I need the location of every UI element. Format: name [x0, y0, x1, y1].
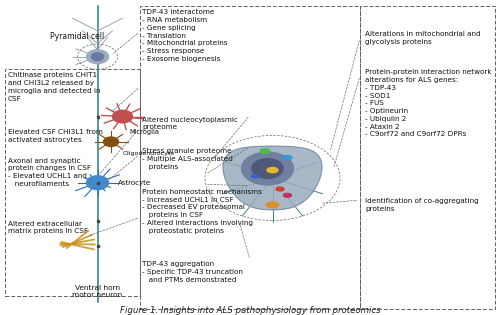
Ellipse shape	[252, 175, 258, 178]
Ellipse shape	[283, 155, 292, 160]
Text: TDP-43 interactome
- RNA metabolism
- Gene splicing
- Translation
- Mitochondria: TDP-43 interactome - RNA metabolism - Ge…	[142, 9, 228, 62]
Circle shape	[92, 53, 104, 60]
Text: Ventral horn
motor neuron: Ventral horn motor neuron	[72, 285, 122, 298]
Text: Protein homeostatic mechanisms
- Increased UCHL1 in CSF
- Decreased EV proteasom: Protein homeostatic mechanisms - Increas…	[142, 189, 262, 234]
Text: Alterations in mitochondrial and
glycolysis proteins: Alterations in mitochondrial and glycoly…	[365, 32, 480, 45]
Text: Elevated CSF CHI3L1 from
activated astrocytes: Elevated CSF CHI3L1 from activated astro…	[8, 129, 102, 143]
Text: Pyramidal cell: Pyramidal cell	[50, 32, 104, 41]
Text: Chitinase proteins CHIT1
and CHI3L2 released by
microglia and detected in
CSF: Chitinase proteins CHIT1 and CHI3L2 rele…	[8, 72, 100, 102]
Circle shape	[242, 152, 294, 185]
Text: Astrocyte: Astrocyte	[118, 180, 150, 186]
Text: Altered extracellular
matrix proteins in CSF: Altered extracellular matrix proteins in…	[8, 220, 87, 234]
Circle shape	[112, 110, 132, 123]
Text: Protein-protein interaction network
alterations for ALS genes:
- TDP-43
- SOD1
-: Protein-protein interaction network alte…	[365, 69, 492, 137]
Circle shape	[252, 159, 283, 178]
Text: TDP-43 aggregation
- Specific TDP-43 truncation
   and PTMs demonstrated: TDP-43 aggregation - Specific TDP-43 tru…	[142, 261, 244, 283]
Text: Stress granule proteome
- Multiple ALS-associated
   proteins: Stress granule proteome - Multiple ALS-a…	[142, 148, 234, 169]
Ellipse shape	[260, 149, 270, 154]
Ellipse shape	[276, 187, 284, 191]
Text: Microglia: Microglia	[129, 129, 159, 135]
Ellipse shape	[284, 193, 292, 197]
Text: Altered nucleocytoplasmic
proteome: Altered nucleocytoplasmic proteome	[142, 117, 238, 130]
Text: Oligodendrocyte: Oligodendrocyte	[122, 151, 175, 156]
Polygon shape	[223, 146, 322, 210]
Circle shape	[86, 176, 108, 190]
Ellipse shape	[267, 168, 278, 173]
Text: Identification of co-aggregating
proteins: Identification of co-aggregating protein…	[365, 198, 479, 212]
Text: Axonal and synaptic
protein changes in CSF
- Elevated UCHL1 and
   neurofilament: Axonal and synaptic protein changes in C…	[8, 158, 90, 187]
Circle shape	[104, 137, 118, 146]
Ellipse shape	[266, 202, 279, 208]
Circle shape	[86, 50, 108, 64]
Text: Figure 1. Insights into ALS pathophysiology from proteomics: Figure 1. Insights into ALS pathophysiol…	[120, 306, 380, 315]
